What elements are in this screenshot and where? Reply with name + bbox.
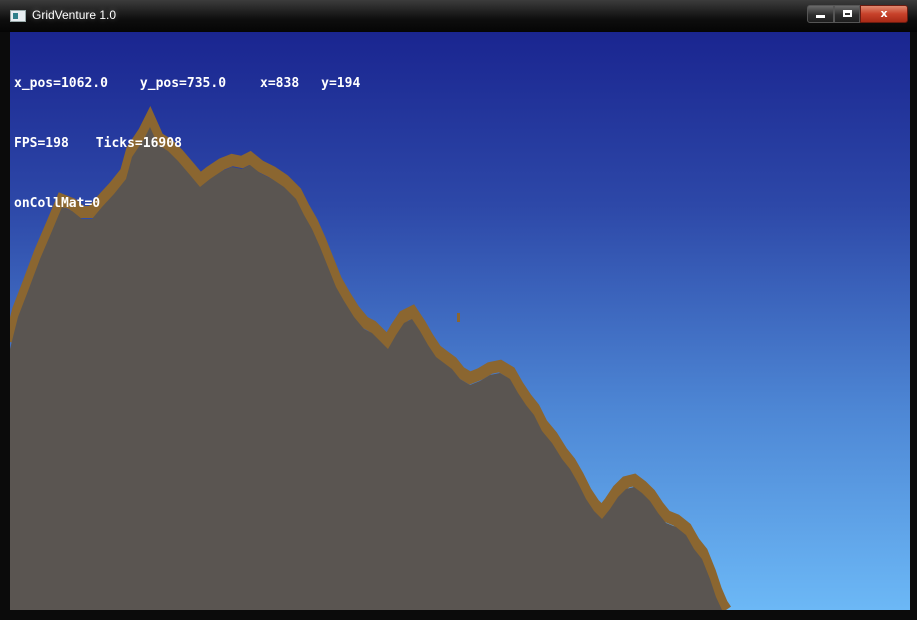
minimize-icon	[816, 15, 825, 18]
hud-y: y=194	[321, 76, 361, 91]
hud-on-coll-mat: onCollMat=0	[14, 196, 101, 211]
window-title: GridVenture 1.0	[32, 8, 117, 22]
hud-row-collision: onCollMat=0	[14, 194, 360, 214]
close-icon: x	[880, 7, 888, 20]
hud-y-pos: y_pos=735.0	[139, 76, 227, 91]
dirt-layer	[10, 105, 731, 610]
minimize-button[interactable]	[807, 5, 834, 23]
hud-x: x=838	[260, 76, 300, 91]
hud-ticks: Ticks=16908	[95, 136, 182, 151]
hud-row-perf: FPS=198 Ticks=16908	[14, 134, 360, 154]
hud-row-position: x_pos=1062.0 y_pos=735.0 x=838 y=194	[14, 74, 360, 94]
close-button[interactable]: x	[860, 5, 908, 23]
window-bottom-border	[0, 610, 917, 620]
floating-particle	[457, 313, 460, 322]
hud-x-pos: x_pos=1062.0	[14, 76, 108, 91]
title-bar[interactable]: GridVenture 1.0 x	[0, 0, 917, 32]
app-icon	[10, 10, 26, 22]
debug-hud: x_pos=1062.0 y_pos=735.0 x=838 y=194 FPS=19…	[14, 34, 360, 254]
maximize-button[interactable]	[834, 5, 860, 23]
game-viewport[interactable]: x_pos=1062.0 y_pos=735.0 x=838 y=194 FPS=19…	[10, 32, 910, 610]
rock-mass	[10, 127, 722, 610]
hud-fps: FPS=198	[14, 136, 69, 151]
terrain	[10, 105, 731, 610]
maximize-icon	[842, 10, 852, 17]
